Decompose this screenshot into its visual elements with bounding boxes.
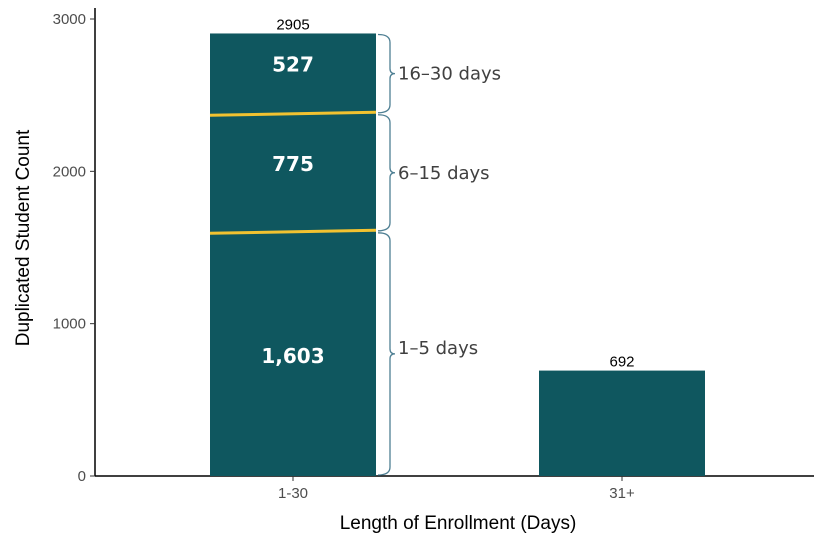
segment-divider <box>209 110 377 117</box>
y-tick-label: 3000 <box>53 11 86 28</box>
bracket-label: 1–5 days <box>398 338 478 359</box>
segment-divider <box>209 228 377 235</box>
segment-value-label: 527 <box>272 53 314 77</box>
x-axis-title: Length of Enrollment (Days) <box>340 513 577 534</box>
y-axis-title: Duplicated Student Count <box>13 129 34 346</box>
x-tick-label: 31+ <box>609 485 635 502</box>
annotations: 2905 692 1,603 1–5 days 775 6–15 days 527 16–30… <box>209 16 635 476</box>
segment-bracket <box>377 33 396 114</box>
bar-total-label: 2905 <box>276 16 309 33</box>
y-tick-label: 0 <box>78 468 86 485</box>
y-tick-label: 1000 <box>53 316 86 333</box>
segment-bracket <box>377 114 396 232</box>
bar-31+ <box>539 370 705 476</box>
bracket-label: 6–15 days <box>398 163 490 184</box>
bar-total-label: 692 <box>609 354 634 371</box>
bars <box>210 33 705 476</box>
bracket-label: 16–30 days <box>398 64 501 85</box>
x-tick-label: 1-30 <box>278 485 308 502</box>
y-tick-label: 2000 <box>53 163 86 180</box>
bar-1-30 <box>210 33 376 476</box>
segment-value-label: 775 <box>272 152 314 176</box>
segment-bracket <box>377 232 396 476</box>
segment-value-label: 1,603 <box>261 344 324 368</box>
